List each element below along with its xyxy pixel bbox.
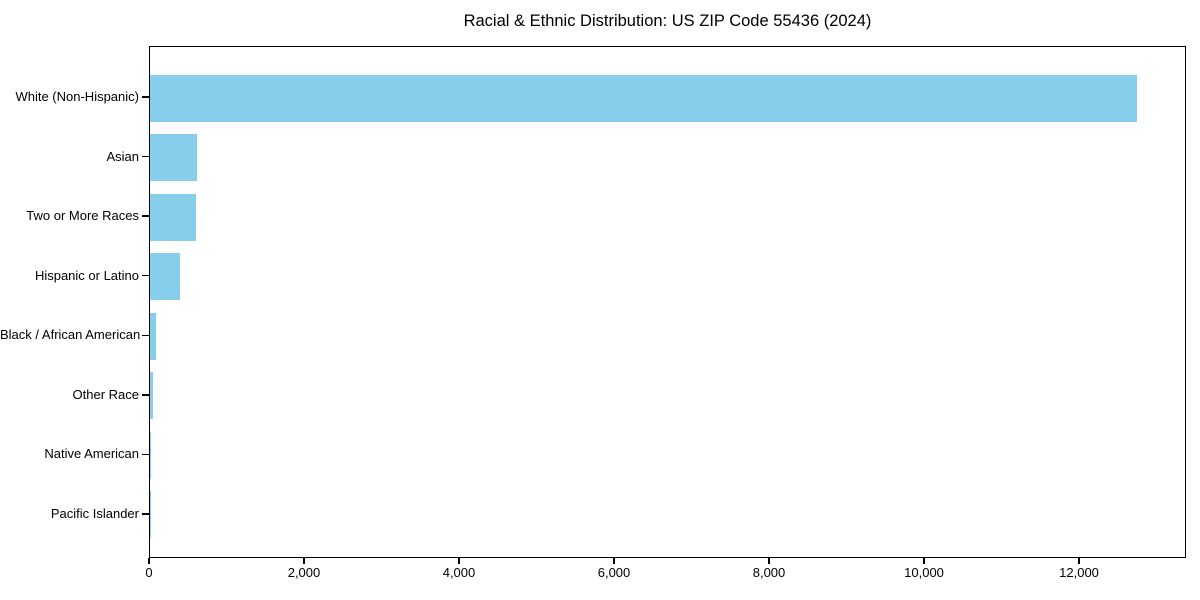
- y-tick-mark: [142, 513, 149, 515]
- x-tick-mark: [1078, 558, 1080, 564]
- x-tick-label: 4,000: [442, 565, 476, 580]
- x-tick-label: 12,000: [1059, 565, 1099, 580]
- plot-area: [149, 46, 1186, 558]
- y-tick-mark: [142, 334, 149, 337]
- x-tick-mark: [303, 558, 305, 564]
- y-tick-mark: [142, 215, 149, 217]
- bar: [150, 253, 181, 301]
- y-tick-mark: [142, 274, 149, 277]
- x-tick-label: 6,000: [597, 565, 631, 580]
- y-axis-label: Black / African American: [0, 327, 141, 343]
- chart-title: Racial & Ethnic Distribution: US ZIP Cod…: [463, 12, 872, 30]
- bar: [150, 193, 196, 241]
- y-axis-label: White (Non-Hispanic): [15, 89, 139, 104]
- x-tick-label: 2,000: [287, 565, 321, 580]
- bar: [150, 74, 1137, 122]
- x-tick-label: 8,000: [752, 565, 786, 580]
- x-tick-mark: [923, 558, 925, 564]
- x-tick-label: 0: [145, 565, 153, 580]
- y-axis-label: Two or More Races: [26, 208, 139, 224]
- y-axis-label: Other Race: [72, 386, 139, 402]
- x-tick-mark: [768, 558, 770, 564]
- x-tick-mark: [613, 558, 615, 564]
- y-axis-label: Pacific Islander: [50, 505, 139, 521]
- bar: [150, 431, 151, 479]
- y-tick-mark: [142, 155, 149, 158]
- bar: [150, 312, 157, 360]
- x-tick-label: 10,000: [904, 565, 944, 580]
- y-tick-mark: [142, 394, 149, 396]
- y-tick-mark: [142, 453, 149, 456]
- y-tick-mark: [142, 96, 149, 98]
- x-tick-mark: [458, 558, 460, 564]
- y-axis-label: Hispanic or Latino: [34, 267, 139, 283]
- y-axis-label: Native American: [44, 446, 139, 462]
- bar: [150, 372, 154, 420]
- bar: [150, 134, 197, 182]
- y-axis-label: Asian: [106, 148, 139, 164]
- x-tick-mark: [148, 558, 150, 564]
